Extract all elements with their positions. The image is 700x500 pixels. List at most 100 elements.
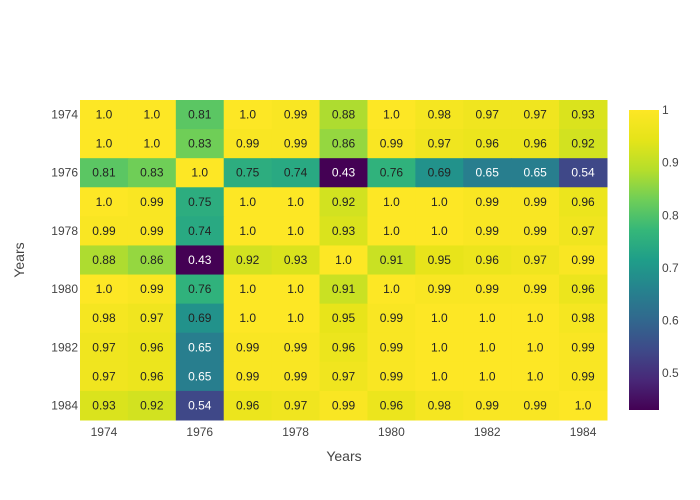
- heatmap-cell-label: 1.0: [527, 340, 544, 354]
- heatmap-cell: [127, 245, 177, 276]
- x-tick-label: 1982: [474, 425, 501, 439]
- heatmap-cell: [415, 245, 464, 276]
- heatmap-cell-label: 0.97: [92, 369, 116, 383]
- heatmap-cell: [175, 390, 225, 421]
- heatmap-cells: [80, 100, 608, 421]
- heatmap-cell: [127, 129, 177, 159]
- heatmap-cell: [319, 216, 368, 246]
- heatmap-cell: [559, 332, 608, 363]
- heatmap-cell-label: 1.0: [239, 224, 256, 238]
- y-tick-label: 1982: [51, 340, 78, 354]
- heatmap-cell-label: 0.69: [428, 166, 452, 180]
- heatmap-cell: [367, 274, 416, 305]
- heatmap-cell-label: 0.69: [188, 311, 212, 325]
- heatmap-cell-label: 1.0: [239, 282, 256, 296]
- heatmap-cell-label: 0.99: [284, 108, 308, 122]
- heatmap-cell-label: 1.0: [239, 311, 256, 325]
- heatmap-cell-label: 0.65: [523, 166, 547, 180]
- heatmap-cell: [127, 216, 177, 246]
- heatmap-cell-label: 1.0: [287, 282, 304, 296]
- heatmap-cell-label: 0.99: [523, 398, 547, 412]
- heatmap-cell-labels: 1.0 1.0 0.81 1.0 0.99 0.88 1.0 0.98 0.97 0.97 0.93…: [92, 108, 595, 413]
- heatmap-cell: [271, 216, 321, 246]
- heatmap-cell: [271, 100, 321, 130]
- heatmap-cell: [511, 245, 560, 276]
- heatmap-cell-label: 0.43: [188, 253, 212, 267]
- heatmap-cell: [175, 187, 225, 217]
- heatmap-cell: [559, 216, 608, 246]
- heatmap-cell-label: 0.99: [428, 282, 452, 296]
- heatmap-cell: [511, 361, 560, 392]
- heatmap-cell: [175, 129, 225, 159]
- heatmap-cell-label: 0.54: [188, 398, 212, 412]
- heatmap-cell: [127, 303, 177, 334]
- heatmap-cell: [559, 129, 608, 159]
- heatmap-cell: [127, 158, 177, 188]
- heatmap-cell: [271, 361, 321, 392]
- heatmap-cell: [319, 129, 368, 159]
- heatmap-cell-label: 0.93: [332, 224, 356, 238]
- colorbar-tick-label: 0.6: [662, 314, 679, 328]
- x-tick-label: 1974: [91, 425, 118, 439]
- heatmap-cell: [80, 100, 129, 130]
- heatmap-cell: [511, 158, 560, 188]
- heatmap-cell: [80, 245, 129, 276]
- heatmap-cell-label: 0.97: [92, 340, 116, 354]
- heatmap-cell: [559, 187, 608, 217]
- heatmap-cell-label: 0.99: [236, 137, 260, 151]
- heatmap-cell: [511, 216, 560, 246]
- heatmap-cell-label: 0.96: [140, 340, 164, 354]
- y-axis-title: Years: [11, 242, 27, 277]
- heatmap-cell-label: 1.0: [144, 108, 161, 122]
- heatmap-cell-label: 0.99: [236, 369, 260, 383]
- heatmap-cell-label: 0.97: [140, 311, 164, 325]
- heatmap-cell: [463, 303, 512, 334]
- heatmap-cell: [463, 216, 512, 246]
- heatmap-cell: [367, 158, 416, 188]
- heatmap-cell: [415, 303, 464, 334]
- heatmap-cell-label: 1.0: [479, 311, 496, 325]
- heatmap-cell: [80, 216, 129, 246]
- heatmap-cell: [175, 274, 225, 305]
- heatmap-cell-label: 0.65: [188, 369, 212, 383]
- heatmap-cell-label: 0.92: [140, 398, 164, 412]
- heatmap-cell-label: 0.96: [571, 195, 595, 209]
- heatmap-cell-label: 0.99: [571, 369, 595, 383]
- heatmap-cell-label: 0.99: [571, 340, 595, 354]
- heatmap-cell: [559, 303, 608, 334]
- heatmap-cell-label: 0.98: [571, 311, 595, 325]
- heatmap-cell-label: 0.99: [476, 282, 500, 296]
- heatmap-cell: [223, 245, 273, 276]
- heatmap-cell: [367, 100, 416, 130]
- heatmap-cell-label: 1.0: [383, 108, 400, 122]
- heatmap-cell: [175, 361, 225, 392]
- heatmap-cell: [511, 332, 560, 363]
- heatmap-cell-label: 1.0: [96, 195, 113, 209]
- heatmap-cell-label: 1.0: [144, 137, 161, 151]
- heatmap-cell: [367, 332, 416, 363]
- heatmap-cell-label: 1.0: [527, 369, 544, 383]
- heatmap-cell: [127, 390, 177, 421]
- heatmap-cell: [511, 390, 560, 421]
- heatmap-cell-label: 0.99: [571, 253, 595, 267]
- heatmap-cell: [271, 332, 321, 363]
- heatmap-cell-label: 0.99: [284, 340, 308, 354]
- heatmap-cell-label: 0.93: [92, 398, 116, 412]
- heatmap-cell-label: 0.99: [523, 282, 547, 296]
- heatmap-cell-label: 0.81: [92, 166, 116, 180]
- heatmap-cell: [463, 390, 512, 421]
- heatmap-cell-label: 1.0: [479, 369, 496, 383]
- heatmap-cell: [511, 129, 560, 159]
- heatmap-cell-label: 1.0: [287, 224, 304, 238]
- heatmap-cell-label: 0.97: [523, 253, 547, 267]
- heatmap-cell: [223, 303, 273, 334]
- heatmap-cell: [127, 361, 177, 392]
- heatmap-cell-label: 0.97: [476, 108, 500, 122]
- heatmap-cell-label: 0.99: [140, 224, 164, 238]
- heatmap-cell: [319, 158, 368, 188]
- colorbar-tick-label: 0.7: [662, 261, 679, 275]
- heatmap-cell: [175, 332, 225, 363]
- y-axis-ticks: 1974 1976 1978 1980 1982 1984: [51, 108, 78, 413]
- y-tick-label: 1978: [51, 224, 78, 238]
- heatmap-cell-label: 0.76: [380, 166, 404, 180]
